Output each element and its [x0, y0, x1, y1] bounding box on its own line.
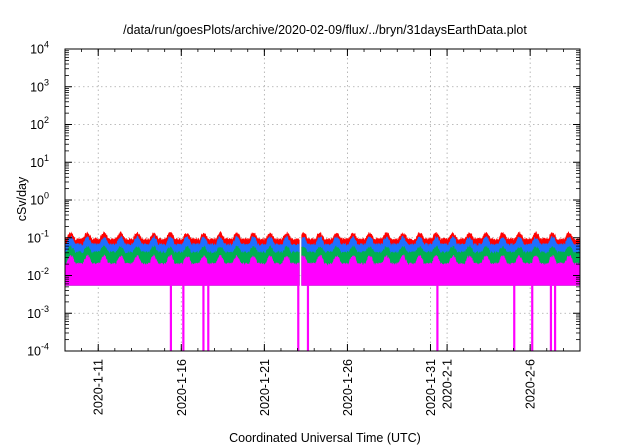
x-tick-label: 2020-2-6	[524, 359, 538, 409]
y-tick-label: 100	[30, 191, 49, 208]
y-tick-label: 104	[30, 40, 49, 57]
x-axis-ticks: 2020-1-11 2020-1-16 2020-1-21 2020-1-26 2020…	[64, 49, 581, 416]
x-tick-label: 2020-1-11	[92, 359, 106, 415]
y-axis-label: cSv/day	[15, 176, 29, 221]
series-area	[64, 254, 581, 286]
x-axis-label: Coordinated Universal Time (UTC)	[229, 431, 421, 445]
plot-area	[64, 231, 581, 351]
chart-title: /data/run/goesPlots/archive/2020-02-09/f…	[123, 23, 527, 37]
y-tick-label: 10-1	[27, 228, 49, 245]
y-tick-label: 10-4	[27, 342, 49, 359]
y-axis-ticks: 10-4 10-3 10-2 10-1 100 101 102 103 104	[27, 40, 580, 359]
x-tick-label: 2020-1-16	[175, 359, 189, 416]
x-tick-label: 2020-1-26	[341, 359, 355, 416]
grid-lines	[65, 49, 580, 351]
x-tick-label: 2020-1-31	[424, 359, 438, 416]
y-tick-label: 101	[30, 153, 49, 170]
x-tick-label: 2020-2-1	[441, 359, 455, 409]
y-tick-label: 102	[30, 115, 49, 132]
y-tick-label: 10-3	[27, 304, 49, 321]
y-tick-label: 103	[30, 77, 49, 94]
y-tick-label: 10-2	[27, 266, 49, 283]
x-tick-label: 2020-1-21	[258, 359, 272, 416]
